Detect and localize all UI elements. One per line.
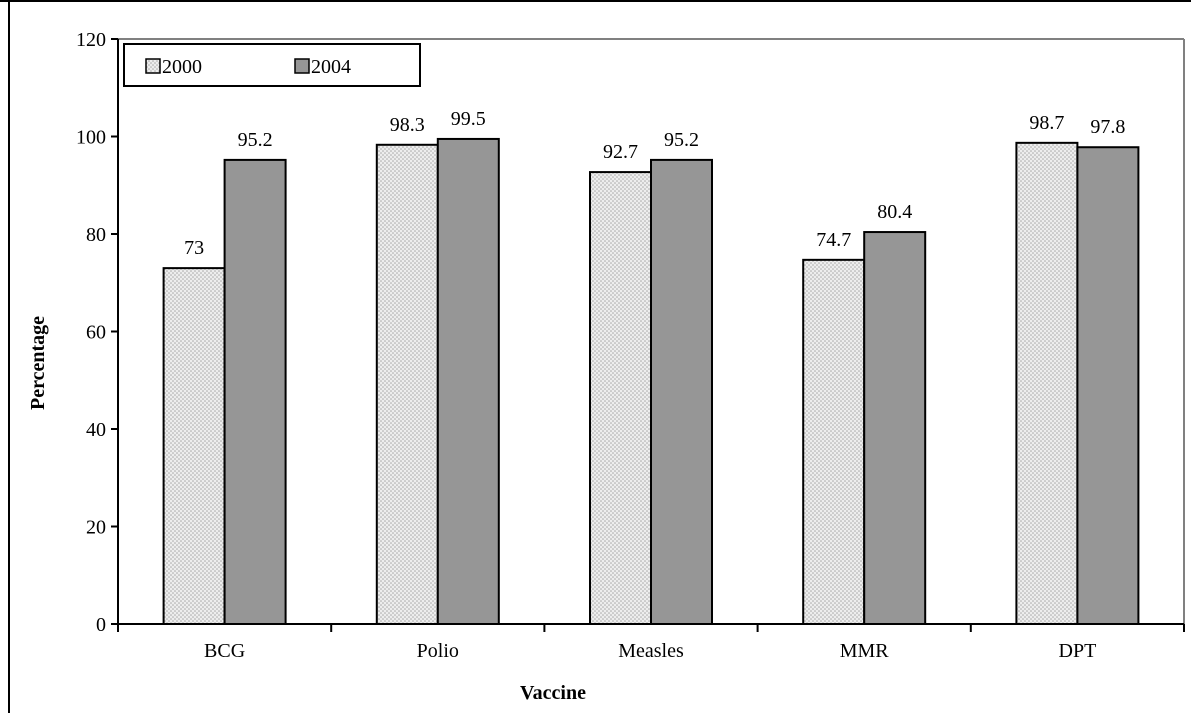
x-tick-label: DPT — [1059, 640, 1097, 662]
x-axis-ticks: BCG Polio Measles MMR DPT — [117, 624, 1185, 662]
data-label-2004-mmr: 80.4 — [877, 201, 912, 223]
y-tick-label: 40 — [86, 419, 106, 441]
data-label-2004-bcg: 95.2 — [238, 129, 273, 151]
bar-2004-bcg — [223, 158, 287, 625]
data-label-2000-dpt: 98.7 — [1029, 112, 1064, 134]
bar-2000-measles — [589, 171, 652, 625]
bar-2004-polio — [436, 137, 500, 625]
bar-2000-mmr — [802, 258, 866, 625]
legend-swatch-2000 — [145, 58, 161, 74]
x-tick-label: BCG — [204, 640, 245, 662]
x-tick-label: MMR — [840, 640, 890, 662]
legend-swatch-2004 — [294, 58, 310, 74]
legend-label-2000: 2000 — [162, 56, 202, 78]
bar-series — [162, 137, 1140, 626]
data-label-2000-measles: 92.7 — [603, 141, 638, 163]
y-tick-label: 80 — [86, 224, 106, 246]
bar-2000-polio — [375, 143, 439, 625]
y-tick-label: 20 — [86, 517, 106, 539]
y-tick-label: 0 — [96, 614, 106, 636]
bar-2000-bcg — [162, 267, 226, 625]
bar-2000-dpt — [1015, 141, 1079, 625]
y-axis-title: Percentage — [27, 316, 49, 410]
data-label-2004-polio: 99.5 — [451, 108, 486, 130]
data-label-2000-polio: 98.3 — [390, 114, 425, 136]
y-tick-label: 120 — [76, 29, 106, 51]
legend-label-2004: 2004 — [311, 56, 351, 78]
data-label-2004-measles: 95.2 — [664, 129, 699, 151]
data-label-2000-mmr: 74.7 — [816, 229, 851, 251]
bar-2004-dpt — [1076, 146, 1140, 625]
x-axis-title: Vaccine — [520, 682, 586, 704]
data-label-2000-bcg: 73 — [184, 237, 204, 259]
data-label-2004-dpt: 97.8 — [1090, 116, 1125, 138]
y-axis-ticks: 0 20 40 60 80 100 120 — [76, 29, 118, 636]
bar-2004-mmr — [863, 231, 927, 626]
bar-2004-measles — [650, 158, 713, 625]
y-tick-label: 60 — [86, 322, 106, 344]
legend: 2000 2004 — [123, 43, 421, 87]
y-tick-label: 100 — [76, 127, 106, 149]
data-labels: 73 98.3 92.7 74.7 98.7 95.2 99.5 95.2 80.4 97.8 — [184, 108, 1125, 259]
x-tick-label: Measles — [618, 640, 684, 662]
legend-box — [123, 43, 421, 87]
x-tick-label: Polio — [417, 640, 459, 662]
